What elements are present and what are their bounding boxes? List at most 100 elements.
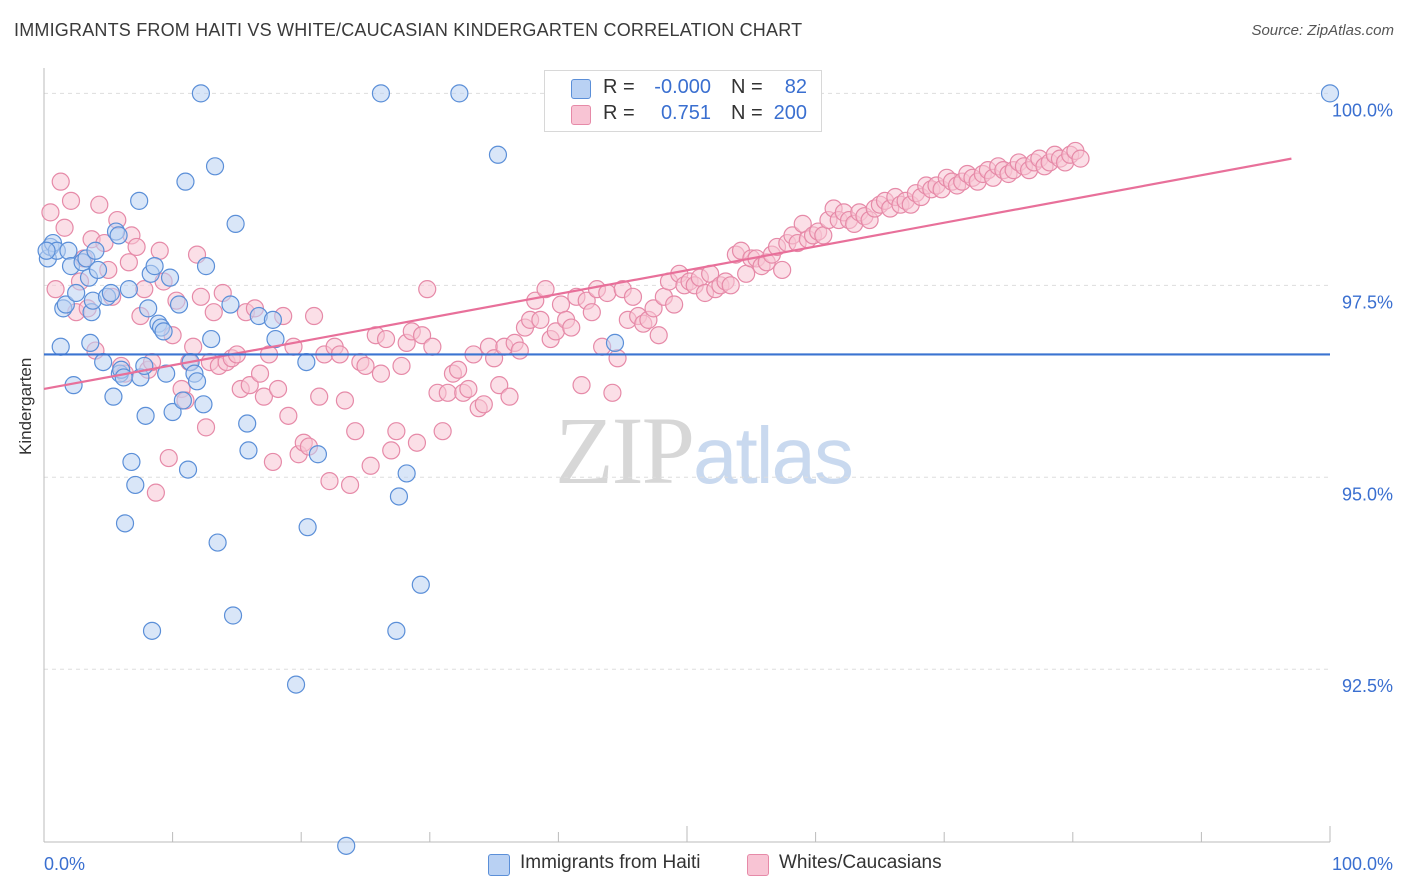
x-tick-label: 0.0% (44, 854, 85, 874)
point-immigrants-from-haiti (173, 391, 192, 410)
x-tick-label: 100.0% (1332, 854, 1393, 874)
y-tick-label: 100.0% (1332, 100, 1393, 120)
point-immigrants-from-haiti (308, 445, 328, 464)
point-whites-caucasians (572, 376, 591, 395)
legend-swatch-pink (747, 854, 769, 876)
point-whites-caucasians (737, 264, 756, 283)
series-whites-caucasians (41, 141, 1090, 502)
point-immigrants-from-haiti (191, 84, 210, 103)
point-immigrants-from-haiti (194, 395, 213, 414)
point-immigrants-from-haiti (371, 84, 391, 103)
legend-n-value: 82 (784, 76, 807, 98)
legend-r-label: R = (603, 76, 635, 98)
point-immigrants-from-haiti (187, 372, 207, 391)
point-whites-caucasians (721, 276, 740, 295)
point-whites-caucasians (418, 280, 437, 299)
point-immigrants-from-haiti (136, 406, 155, 425)
point-whites-caucasians (490, 376, 509, 395)
point-immigrants-from-haiti (605, 333, 625, 353)
point-immigrants-from-haiti (266, 329, 285, 349)
point-immigrants-from-haiti (59, 241, 78, 260)
trend-line-whites-caucasians (43, 157, 1292, 391)
legend-label-haiti: Immigrants from Haiti (520, 852, 701, 873)
point-whites-caucasians (459, 379, 478, 399)
point-whites-caucasians (356, 356, 375, 376)
point-whites-caucasians (254, 387, 274, 406)
point-immigrants-from-haiti (145, 257, 164, 276)
point-whites-caucasians (184, 337, 203, 356)
point-whites-caucasians (392, 356, 411, 376)
point-immigrants-from-haiti (142, 621, 162, 640)
point-whites-caucasians (90, 195, 109, 214)
point-whites-caucasians (268, 379, 288, 399)
point-whites-caucasians (423, 337, 442, 356)
point-immigrants-from-haiti (109, 226, 128, 245)
point-whites-caucasians (582, 303, 601, 322)
source-credit: Source: ZipAtlas.com (1251, 22, 1394, 39)
legend-label-whites: Whites/Caucasians (779, 852, 942, 873)
point-immigrants-from-haiti (387, 621, 406, 640)
point-whites-caucasians (159, 448, 178, 468)
point-immigrants-from-haiti (169, 295, 189, 314)
point-immigrants-from-haiti (205, 157, 225, 176)
point-whites-caucasians (376, 329, 396, 349)
point-immigrants-from-haiti (119, 280, 138, 299)
legend-r-label: R = (603, 102, 635, 124)
point-whites-caucasians (608, 349, 627, 368)
point-whites-caucasians (531, 310, 550, 329)
tick-labels: 92.5% 95.0% 97.5% 100.0% 0.0% 100.0% (44, 100, 1393, 874)
point-immigrants-from-haiti (397, 464, 416, 483)
legend-swatch-pink (571, 105, 591, 125)
point-immigrants-from-haiti (86, 241, 105, 260)
point-whites-caucasians (240, 376, 259, 395)
point-whites-caucasians (644, 299, 663, 318)
legend-n-label: N = (731, 76, 763, 98)
point-immigrants-from-haiti (51, 337, 70, 356)
y-tick-label: 95.0% (1342, 484, 1393, 504)
point-immigrants-from-haiti (221, 295, 240, 314)
point-whites-caucasians (340, 475, 360, 495)
point-immigrants-from-haiti (178, 460, 198, 479)
point-immigrants-from-haiti (226, 214, 245, 233)
point-immigrants-from-haiti (196, 257, 216, 276)
point-whites-caucasians (1071, 149, 1090, 168)
point-whites-caucasians (135, 280, 154, 299)
point-immigrants-from-haiti (297, 353, 316, 372)
point-whites-caucasians (191, 287, 210, 306)
point-immigrants-from-haiti (101, 283, 120, 303)
point-whites-caucasians (438, 383, 457, 402)
point-whites-caucasians (603, 383, 622, 402)
point-immigrants-from-haiti (1320, 84, 1340, 103)
point-whites-caucasians (412, 326, 432, 345)
point-whites-caucasians (371, 364, 391, 383)
legend-r-value: 0.751 (660, 102, 711, 124)
point-whites-caucasians (204, 303, 223, 322)
point-whites-caucasians (279, 406, 298, 425)
point-immigrants-from-haiti (208, 533, 227, 552)
legend-swatch-blue (571, 79, 591, 99)
point-whites-caucasians (510, 341, 529, 360)
point-whites-caucasians (51, 172, 70, 191)
point-whites-caucasians (623, 287, 643, 306)
point-whites-caucasians (433, 422, 452, 441)
point-immigrants-from-haiti (223, 606, 243, 625)
point-immigrants-from-haiti (130, 191, 149, 210)
point-whites-caucasians (196, 418, 216, 437)
point-immigrants-from-haiti (263, 310, 283, 329)
point-whites-caucasians (814, 226, 833, 245)
point-immigrants-from-haiti (114, 368, 133, 387)
point-immigrants-from-haiti (126, 475, 145, 495)
point-whites-caucasians (361, 456, 380, 475)
point-immigrants-from-haiti (94, 353, 113, 372)
point-immigrants-from-haiti (298, 518, 317, 537)
point-whites-caucasians (250, 364, 270, 383)
point-whites-caucasians (55, 218, 74, 237)
point-immigrants-from-haiti (238, 414, 257, 433)
point-whites-caucasians (310, 387, 329, 406)
point-immigrants-from-haiti (88, 260, 108, 280)
point-whites-caucasians (263, 452, 283, 472)
point-immigrants-from-haiti (122, 452, 141, 472)
legend-n-value: 200 (773, 102, 807, 124)
point-whites-caucasians (551, 295, 571, 314)
watermark: ZIPatlas (555, 395, 854, 506)
